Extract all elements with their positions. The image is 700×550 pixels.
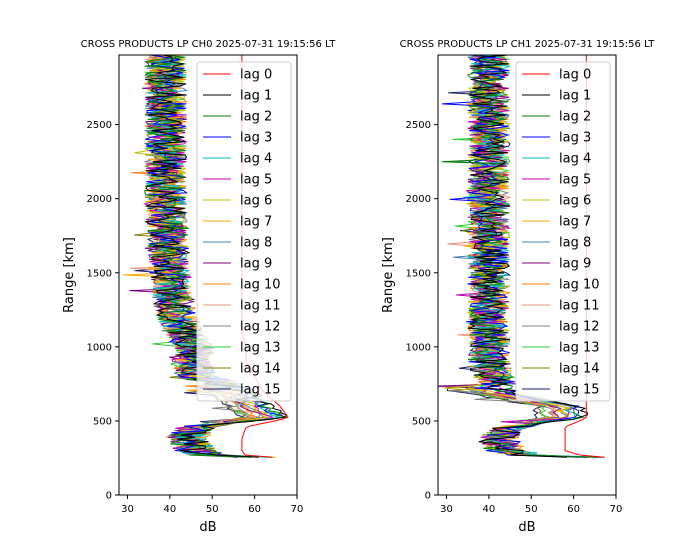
legend-label: lag 9 <box>240 257 272 272</box>
y-axis-label-ch0: Range [km] <box>62 237 77 313</box>
y-tick-label: 2500 <box>406 120 431 131</box>
y-axis-label-ch1: Range [km] <box>381 237 396 313</box>
series-line-lag-1 <box>467 55 589 458</box>
legend-label: lag 12 <box>559 320 600 335</box>
x-tick-label: 70 <box>291 504 304 515</box>
legend-label: lag 7 <box>559 215 591 230</box>
legend: lag 0 lag 1 lag 2 lag 3 lag 4 lag 5 lag 6 lag 7… <box>515 61 611 402</box>
x-tick-label: 60 <box>248 504 261 515</box>
x-tick-label: 50 <box>525 504 538 515</box>
x-tick-label: 60 <box>567 504 580 515</box>
legend-label: lag 9 <box>559 257 591 272</box>
x-tick-label: 70 <box>610 504 623 515</box>
legend-label: lag 2 <box>240 110 272 125</box>
legend-label: lag 1 <box>240 89 272 104</box>
series-line-lag-7 <box>123 55 276 458</box>
legend-label: lag 2 <box>559 110 591 125</box>
y-tick-label: 1500 <box>406 268 431 279</box>
legend-label: lag 15 <box>240 383 281 398</box>
legend-label: lag 15 <box>559 383 600 398</box>
legend-label: lag 4 <box>559 152 591 167</box>
legend-label: lag 11 <box>240 299 281 314</box>
axes-frame <box>437 54 617 496</box>
x-axis-label-ch1: dB <box>518 520 535 535</box>
x-axis-label-ch0: dB <box>199 520 216 535</box>
legend-label: lag 0 <box>559 68 591 83</box>
legend-label: lag 10 <box>559 278 600 293</box>
y-tick-label: 500 <box>93 416 112 427</box>
legend-label: lag 1 <box>559 89 591 104</box>
legend-label: lag 3 <box>240 131 272 146</box>
legend-label: lag 7 <box>240 215 272 230</box>
chart-title-ch1: CROSS PRODUCTS LP CH1 2025-07-31 19:15:5… <box>400 39 656 50</box>
y-tick-label: 0 <box>106 491 112 502</box>
chart-title-ch0: CROSS PRODUCTS LP CH0 2025-07-31 19:15:5… <box>81 39 337 50</box>
y-tick-label: 2000 <box>87 194 112 205</box>
x-tick-label: 30 <box>121 504 134 515</box>
y-tick-label: 1000 <box>406 342 431 353</box>
legend-label: lag 14 <box>240 362 281 377</box>
x-tick-label: 50 <box>206 504 219 515</box>
legend-label: lag 5 <box>240 173 272 188</box>
y-tick-label: 2500 <box>87 120 112 131</box>
chart-ch1: CROSS PRODUCTS LP CH1 2025-07-31 19:15:5… <box>381 39 655 535</box>
plot-area-ch1: 30 40 50 60 70 0 500 1000 1500 2000 2500 lag 0 lag 1… <box>406 54 623 515</box>
legend-label: lag 11 <box>559 299 600 314</box>
x-tick-label: 40 <box>482 504 495 515</box>
legend-label: lag 6 <box>559 194 591 209</box>
plot-area-ch0: 30 40 50 60 70 0 500 1000 1500 2000 2500 lag 0 lag 1… <box>87 54 304 515</box>
legend-label: lag 0 <box>240 68 272 83</box>
legend-label: lag 4 <box>240 152 272 167</box>
legend-label: lag 13 <box>240 341 281 356</box>
legend-label: lag 13 <box>559 341 600 356</box>
legend-label: lag 8 <box>559 236 591 251</box>
y-tick-label: 2000 <box>406 194 431 205</box>
chart-ch0: CROSS PRODUCTS LP CH0 2025-07-31 19:15:5… <box>62 39 336 535</box>
y-tick-label: 1000 <box>87 342 112 353</box>
x-tick-label: 40 <box>163 504 176 515</box>
legend-label: lag 3 <box>559 131 591 146</box>
legend-label: lag 5 <box>559 173 591 188</box>
y-tick-label: 500 <box>412 416 431 427</box>
axes-frame <box>118 54 298 496</box>
legend-label: lag 6 <box>240 194 272 209</box>
legend: lag 0 lag 1 lag 2 lag 3 lag 4 lag 5 lag 6 lag 7… <box>196 61 292 402</box>
legend-label: lag 8 <box>240 236 272 251</box>
legend-label: lag 10 <box>240 278 281 293</box>
legend-label: lag 14 <box>559 362 600 377</box>
x-tick-label: 30 <box>440 504 453 515</box>
y-tick-label: 1500 <box>87 268 112 279</box>
y-tick-label: 0 <box>425 491 431 502</box>
legend-label: lag 12 <box>240 320 281 335</box>
